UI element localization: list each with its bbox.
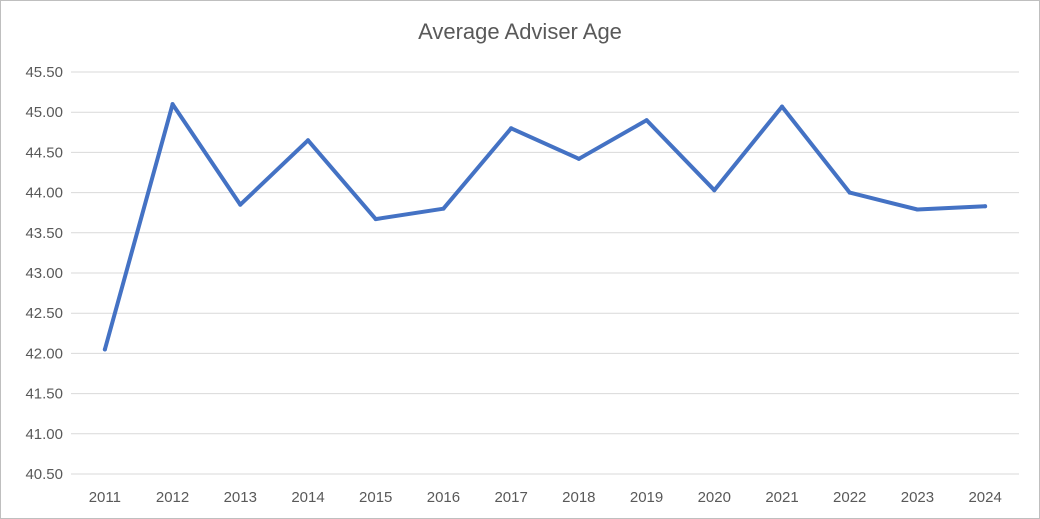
- x-tick-label: 2021: [765, 489, 798, 506]
- y-tick-label: 43.00: [25, 265, 63, 282]
- y-tick-label: 40.50: [25, 466, 63, 483]
- data-point: [983, 204, 988, 209]
- x-tick-label: 2011: [89, 489, 121, 506]
- y-axis-tick-labels: 40.50 41.00 41.50 42.00 42.50 43.00 43.50 44.00…: [25, 64, 63, 483]
- gridlines: [71, 71, 1019, 475]
- x-tick-label: 2023: [901, 489, 934, 506]
- data-point: [509, 126, 514, 131]
- x-tick-label: 2012: [156, 489, 189, 506]
- y-tick-label: 41.00: [25, 426, 63, 443]
- x-tick-label: 2017: [494, 489, 527, 506]
- data-point: [441, 206, 446, 211]
- chart-title: Average Adviser Age: [418, 19, 622, 44]
- y-tick-label: 41.50: [25, 386, 63, 403]
- x-tick-label: 2018: [562, 489, 595, 506]
- x-tick-label: 2019: [630, 489, 663, 506]
- data-point: [576, 156, 581, 161]
- data-point: [780, 104, 784, 109]
- x-tick-label: 2024: [968, 489, 1001, 506]
- data-point: [373, 217, 378, 222]
- y-tick-label: 45.00: [25, 104, 63, 121]
- data-point: [712, 188, 717, 193]
- y-tick-label: 45.50: [25, 64, 63, 81]
- y-tick-label: 42.00: [25, 345, 63, 362]
- data-point: [306, 138, 310, 143]
- data-point: [644, 118, 649, 123]
- x-tick-label: 2022: [833, 489, 866, 506]
- x-tick-label: 2015: [359, 489, 392, 506]
- data-point: [102, 347, 107, 352]
- x-tick-label: 2016: [427, 489, 460, 506]
- data-point: [238, 202, 243, 207]
- data-point: [170, 102, 175, 107]
- x-tick-label: 2014: [291, 489, 324, 506]
- x-axis-tick-labels: 2011 2012 2013 2014 2015 2016 2017 2018 2019 2020…: [89, 489, 1002, 506]
- x-tick-label: 2020: [698, 489, 731, 506]
- series-group: [102, 102, 988, 352]
- series-line: [102, 102, 988, 352]
- data-point: [915, 207, 920, 212]
- y-tick-label: 42.50: [25, 305, 63, 322]
- x-tick-label: 2013: [224, 489, 257, 506]
- y-tick-label: 44.00: [25, 185, 63, 202]
- y-tick-label: 44.50: [25, 144, 63, 161]
- y-tick-label: 43.50: [25, 225, 63, 242]
- data-point: [847, 190, 852, 195]
